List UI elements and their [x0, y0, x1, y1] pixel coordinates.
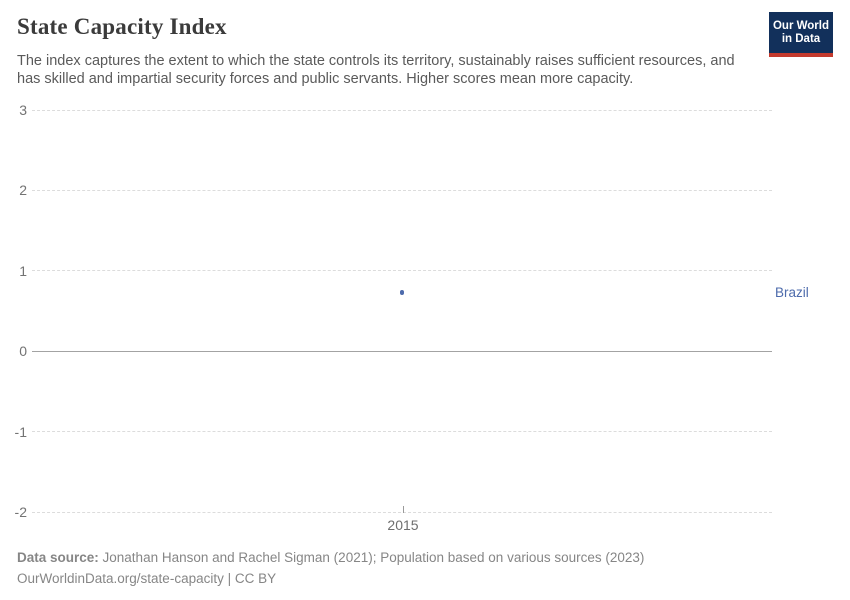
gridline-y-1	[32, 270, 772, 272]
y-axis-tick-label: 3	[19, 102, 27, 118]
y-axis-tick-label: 1	[19, 262, 27, 279]
citation-separator: |	[223, 571, 235, 586]
y-axis-tick-label: -2	[14, 504, 27, 520]
citation-license-link[interactable]: CC BY	[234, 571, 277, 586]
gridline-y--1	[32, 431, 772, 433]
y-axis-tick-label: 0	[19, 343, 27, 360]
data-source-label: Data source:	[17, 550, 99, 565]
owid-logo-red-bar	[769, 53, 833, 57]
x-axis-tick-mark	[403, 506, 404, 513]
owid-logo-text: Our World in Data	[769, 12, 833, 53]
owid-logo: Our World in Data	[769, 12, 833, 57]
entity-label-brazil[interactable]: Brazil	[775, 284, 809, 300]
gridline-y--2	[32, 511, 772, 513]
data-source-line: Data source: Jonathan Hanson and Rachel …	[17, 547, 644, 568]
chart-subtitle: The index captures the extent to which t…	[17, 53, 735, 87]
chart-title: State Capacity Index	[17, 14, 227, 39]
owid-logo-line2: in Data	[781, 33, 821, 45]
chart-footer: Data source: Jonathan Hanson and Rachel …	[17, 547, 644, 589]
gridline-y-2	[32, 189, 772, 191]
y-axis-tick-label: 2	[19, 182, 27, 199]
owid-logo-line1: Our World	[772, 20, 829, 32]
zero-axis-line	[32, 350, 772, 352]
data-source-text: Jonathan Hanson and Rachel Sigman (2021)…	[98, 550, 645, 565]
citation-line: OurWorldinData.org/state-capacity | CC B…	[17, 568, 644, 589]
gridline-y-3	[32, 109, 772, 111]
citation-url-link[interactable]: OurWorldinData.org/state-capacity	[17, 571, 224, 586]
x-axis-tick-label: 2015	[387, 517, 419, 533]
data-point-brazil[interactable]	[399, 290, 405, 295]
y-axis-tick-label: -1	[14, 423, 27, 440]
